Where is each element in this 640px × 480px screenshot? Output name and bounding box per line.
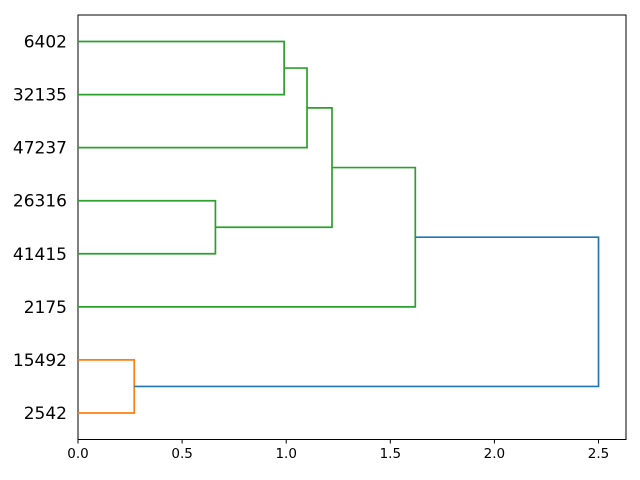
x-tick-label: 2.0 bbox=[484, 446, 505, 462]
leaf-label: 26316 bbox=[13, 192, 67, 212]
x-tick-label: 1.0 bbox=[275, 446, 296, 462]
x-tick-label: 1.5 bbox=[380, 446, 401, 462]
leaf-label: 47237 bbox=[13, 139, 67, 159]
leaf-label: 41415 bbox=[13, 245, 67, 265]
leaf-label: 15492 bbox=[13, 351, 67, 371]
leaf-label: 2175 bbox=[24, 298, 67, 318]
plot-border bbox=[77, 14, 627, 440]
dendrogram-link bbox=[134, 236, 600, 388]
leaf-label: 6402 bbox=[24, 33, 67, 53]
x-tick-label: 0.5 bbox=[171, 446, 192, 462]
x-tick-label: 0.0 bbox=[67, 446, 88, 462]
leaf-label: 32135 bbox=[13, 86, 67, 106]
leaf-label: 2542 bbox=[24, 404, 67, 424]
x-tick-label: 2.5 bbox=[588, 446, 609, 462]
